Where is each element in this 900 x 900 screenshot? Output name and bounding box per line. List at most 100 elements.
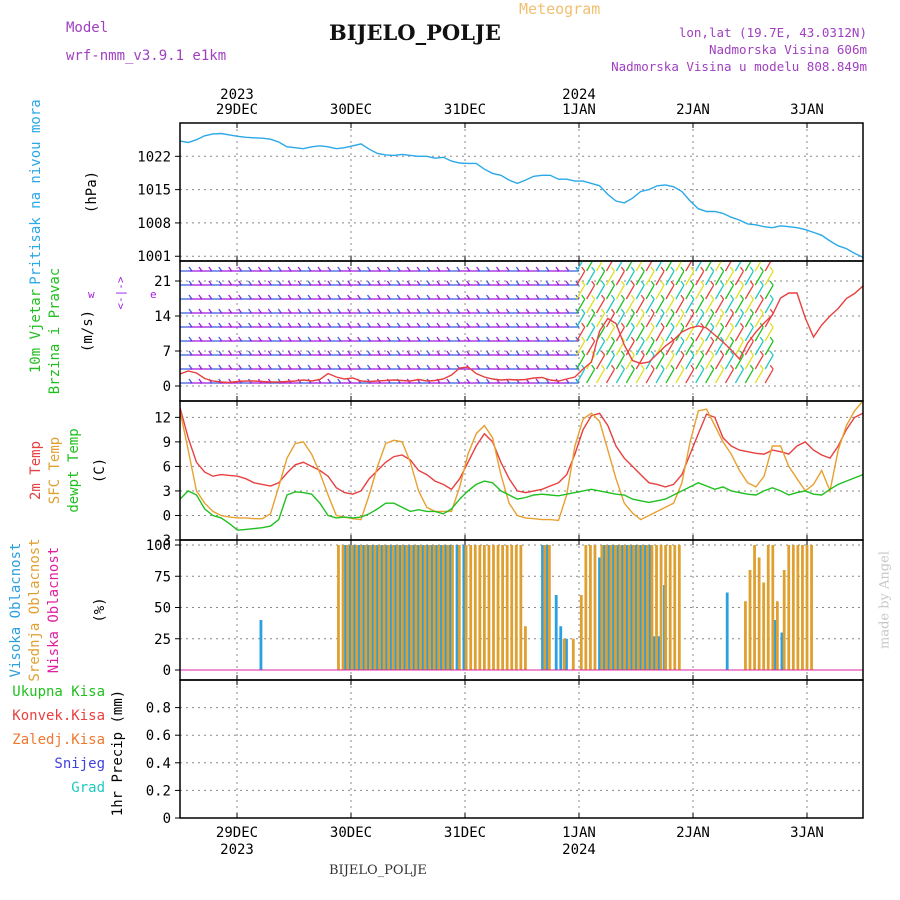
wind-barb-flag xyxy=(620,266,625,272)
bottom-date-label: 1JAN xyxy=(562,825,596,841)
bottom-station-name: BIJELO_POLJE xyxy=(329,863,427,878)
wind-barb-flag xyxy=(680,336,685,342)
wind-barb-flag xyxy=(238,266,243,272)
wind-barb-flag xyxy=(770,253,773,257)
wind-barb-flag xyxy=(376,364,381,370)
wind-barb-flag xyxy=(630,322,635,328)
wind-barb-flag xyxy=(257,308,262,314)
wind-barb xyxy=(655,284,665,300)
wind-barb-flag xyxy=(307,350,312,356)
wind-barb xyxy=(595,298,606,314)
wind-barb-flag xyxy=(347,336,352,342)
wind-barb-flag xyxy=(555,322,560,328)
wind-barb xyxy=(615,284,625,300)
cloud-bar xyxy=(766,545,770,670)
wind-barb-flag xyxy=(581,308,586,314)
wind-barb-flag xyxy=(690,308,695,314)
wind-barb-flag xyxy=(426,280,431,286)
wind-barb-flag xyxy=(188,336,193,342)
wind-barb-flag xyxy=(317,294,322,300)
wind-barb-flag xyxy=(317,350,322,356)
wind-barb-flag xyxy=(650,308,655,314)
cloud-bar xyxy=(757,557,761,670)
wind-barb-flag xyxy=(650,266,655,272)
wind-barb-flag xyxy=(208,294,213,300)
wind-barb-flag xyxy=(376,294,381,300)
cloud-bar xyxy=(600,545,604,670)
wind-barb-flag xyxy=(208,322,213,328)
wind-barb-flag xyxy=(257,294,262,300)
cloud-bar xyxy=(805,545,809,670)
wind-barb xyxy=(615,312,625,328)
wind-barb xyxy=(715,312,725,328)
wind-barb-flag xyxy=(218,294,223,300)
wind-barb xyxy=(724,354,735,370)
wind-barb xyxy=(635,284,645,300)
wind-barb-flag xyxy=(476,280,481,286)
wind-barb xyxy=(576,284,586,300)
wind-barb-flag xyxy=(545,336,550,342)
wind-barb-flag xyxy=(238,364,243,370)
wind-barb-flag xyxy=(386,308,391,314)
wind-barb xyxy=(764,354,774,370)
y-tick-label: 100 xyxy=(146,538,171,554)
wind-barb-flag xyxy=(436,266,441,272)
wind-barb-flag xyxy=(720,322,725,328)
wind-barb-flag xyxy=(317,280,322,286)
wind-barb-flag xyxy=(670,308,675,314)
wind-barb xyxy=(764,326,774,342)
wind-barb-flag xyxy=(307,308,312,314)
top-year-label: 2024 xyxy=(562,87,596,103)
wind-barb xyxy=(695,340,705,356)
wind-barb-flag xyxy=(640,322,645,328)
wind-barb-flag xyxy=(591,280,596,286)
wind-barb xyxy=(625,284,635,300)
wind-barb-flag xyxy=(297,294,302,300)
wind-barb-flag xyxy=(710,308,715,314)
wind-barb-flag xyxy=(670,350,675,356)
bottom-date-label: 31DEC xyxy=(444,825,486,841)
wind-barb xyxy=(675,354,685,370)
y-tick-label: 0 xyxy=(163,508,171,524)
wind-barb-flag xyxy=(505,294,510,300)
wind-barb-flag xyxy=(317,266,322,272)
bottom-year-label: 2024 xyxy=(562,842,596,858)
wind-barb-flag xyxy=(720,294,725,300)
wind-barb-flag xyxy=(357,294,362,300)
wind-barb-flag xyxy=(749,294,754,300)
wind-barb-flag xyxy=(406,322,411,328)
cloud-bar xyxy=(762,582,766,670)
wind-barb-flag xyxy=(287,364,292,370)
wind-barb xyxy=(665,284,675,300)
wind-barb xyxy=(705,270,715,286)
wind-barb xyxy=(744,298,754,314)
wind-barb-flag xyxy=(621,253,624,257)
cloud-bar xyxy=(547,545,551,670)
wind-barb-flag xyxy=(769,336,774,342)
wind-barb-flag xyxy=(436,294,441,300)
wind-barb-flag xyxy=(700,350,705,356)
wind-barb-flag xyxy=(416,266,421,272)
wind-barb-flag xyxy=(749,322,754,328)
wind-barb-flag xyxy=(601,280,606,286)
wind-barb xyxy=(605,298,616,314)
wind-barb-flag xyxy=(739,266,744,272)
cloud-bar xyxy=(391,545,395,670)
wind-barb-flag xyxy=(601,336,606,342)
wind-barb-flag xyxy=(749,364,754,370)
y-tick-label: 9 xyxy=(163,435,171,451)
wind-barb xyxy=(605,270,616,286)
wind-barb-flag xyxy=(208,266,213,272)
cloud-bar xyxy=(614,545,617,670)
wind-barb-flag xyxy=(545,266,550,272)
wind-barb-flag xyxy=(228,350,233,356)
wind-barb-flag xyxy=(591,364,596,370)
wind-barb-flag xyxy=(690,280,695,286)
wind-barb-flag xyxy=(630,350,635,356)
wind-barb-flag xyxy=(660,364,665,370)
cloud-bar xyxy=(396,545,400,670)
wind-barb xyxy=(705,284,715,300)
bottom-date-label: 3JAN xyxy=(790,825,824,841)
wind-barb xyxy=(595,270,606,286)
wind-barb xyxy=(675,368,685,384)
